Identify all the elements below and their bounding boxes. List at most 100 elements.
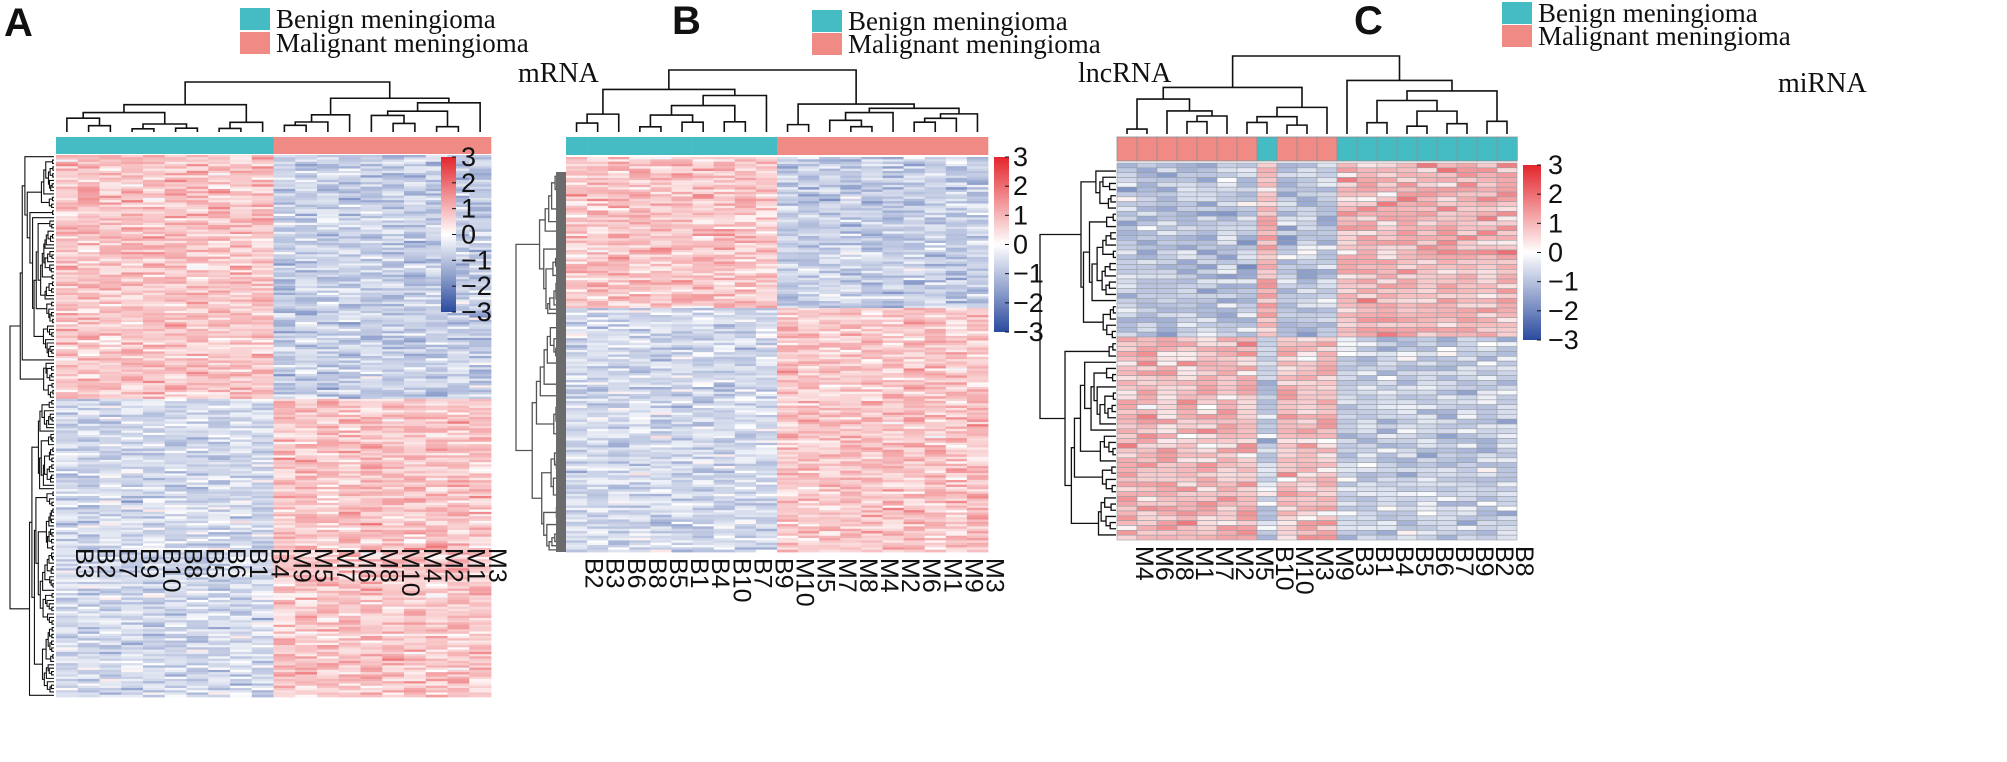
heatmap-cell — [99, 261, 122, 264]
heatmap-cell — [317, 534, 340, 538]
heatmap-cell — [164, 299, 187, 303]
heatmap-cell — [56, 215, 79, 219]
heatmap-cell — [425, 450, 448, 454]
heatmap-cell — [143, 351, 166, 355]
heatmap-cell — [164, 554, 187, 558]
heatmap-cell — [273, 326, 296, 330]
heatmap-cell — [251, 328, 274, 332]
heatmap-cell — [447, 292, 470, 296]
heatmap-cell — [251, 561, 274, 565]
column-dendrogram-branch — [142, 123, 188, 129]
heatmap-cell — [360, 229, 383, 233]
heatmap-cell — [469, 220, 492, 224]
heatmap-cell — [99, 626, 122, 630]
heatmap-cell — [317, 175, 340, 178]
heatmap-cell — [317, 620, 340, 623]
heatmap-cell — [77, 376, 100, 379]
heatmap-cell — [186, 620, 209, 623]
heatmap-cell — [77, 299, 100, 303]
heatmap-cell — [164, 500, 187, 504]
heatmap-cell — [382, 624, 405, 628]
heatmap-cell — [295, 538, 318, 542]
heatmap-cell — [251, 464, 274, 468]
heatmap-cell — [295, 193, 318, 197]
heatmap-cell — [77, 231, 100, 235]
heatmap-cell — [99, 604, 122, 608]
heatmap-cell — [208, 683, 231, 687]
heatmap-cell — [143, 340, 166, 343]
heatmap-cell — [295, 669, 318, 673]
heatmap-cell — [56, 674, 79, 678]
heatmap-cell — [208, 457, 231, 461]
heatmap-cell — [143, 590, 166, 594]
heatmap-cell — [425, 536, 448, 540]
heatmap-cell — [317, 349, 340, 352]
heatmap-cell — [317, 633, 340, 637]
heatmap-cell — [186, 398, 209, 402]
heatmap-cell — [56, 462, 79, 465]
heatmap-cell — [77, 498, 100, 501]
heatmap-cell — [77, 371, 100, 375]
heatmap-cell — [186, 166, 209, 169]
heatmap-cell — [295, 608, 318, 612]
heatmap-cell — [56, 678, 79, 682]
heatmap-cell — [99, 258, 122, 262]
heatmap-cell — [295, 225, 318, 228]
heatmap-cell — [295, 209, 318, 212]
heatmap-cell — [447, 575, 470, 578]
heatmap-cell — [99, 645, 122, 648]
heatmap-cell — [99, 421, 122, 425]
heatmap-cell — [338, 340, 361, 343]
heatmap-cell — [404, 471, 427, 474]
heatmap-cell — [382, 629, 405, 632]
heatmap-cell — [360, 509, 383, 513]
heatmap-cell — [338, 520, 361, 524]
heatmap-cell — [404, 270, 427, 273]
heatmap-cell — [469, 640, 492, 644]
heatmap-cell — [186, 694, 209, 698]
heatmap-cell — [338, 396, 361, 400]
heatmap-cell — [208, 529, 231, 533]
heatmap-cell — [186, 252, 209, 255]
heatmap-cell — [164, 559, 187, 562]
heatmap-cell — [382, 166, 405, 169]
heatmap-cell — [77, 193, 100, 197]
heatmap-cell — [469, 554, 492, 558]
heatmap-cell — [164, 337, 187, 341]
heatmap-cell — [164, 211, 187, 215]
heatmap-cell — [143, 459, 166, 463]
heatmap-cell — [425, 441, 448, 445]
heatmap-cell — [77, 200, 100, 203]
heatmap-cell — [164, 432, 187, 436]
heatmap-cell — [77, 642, 100, 646]
heatmap-cell — [164, 651, 187, 655]
heatmap-cell — [317, 362, 340, 366]
heatmap-cell — [77, 211, 100, 215]
heatmap-cell — [121, 371, 144, 375]
heatmap-cell — [295, 340, 318, 343]
heatmap-cell — [295, 428, 318, 431]
heatmap-cell — [338, 360, 361, 364]
heatmap-cell — [143, 155, 166, 158]
heatmap-cell — [208, 613, 231, 617]
heatmap-cell — [251, 626, 274, 630]
heatmap-cell — [121, 687, 144, 691]
heatmap-cell — [143, 552, 166, 556]
row-dendrogram-branch — [45, 520, 49, 543]
heatmap-cell — [230, 687, 253, 691]
heatmap-cell — [230, 534, 253, 538]
heatmap-cell — [77, 414, 100, 418]
heatmap-cell — [338, 572, 361, 576]
heatmap-cell — [164, 642, 187, 646]
heatmap-cell — [404, 326, 427, 330]
heatmap-cell — [208, 380, 231, 384]
heatmap-cell — [208, 405, 231, 409]
heatmap-cell — [425, 694, 448, 698]
heatmap-cell — [469, 218, 492, 221]
heatmap-cell — [382, 403, 405, 407]
heatmap-cell — [230, 545, 253, 549]
heatmap-cell — [317, 685, 340, 689]
heatmap-cell — [208, 401, 231, 404]
group-annotation-cell — [164, 137, 187, 154]
heatmap-cell — [382, 428, 405, 431]
